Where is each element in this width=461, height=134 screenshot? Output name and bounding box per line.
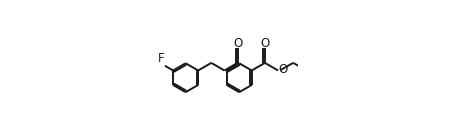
Text: O: O bbox=[260, 37, 270, 50]
Text: O: O bbox=[233, 37, 242, 50]
Text: F: F bbox=[158, 52, 165, 65]
Text: O: O bbox=[279, 63, 288, 76]
